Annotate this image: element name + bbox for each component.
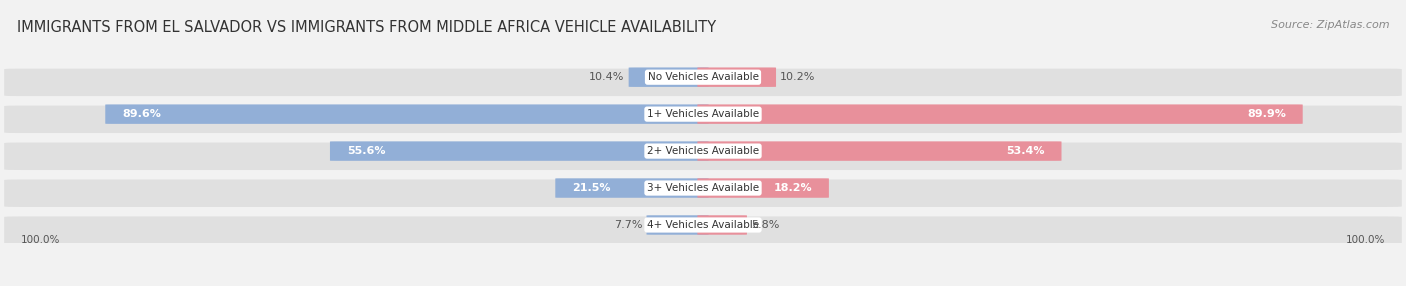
Text: 89.9%: 89.9% [1247,109,1286,119]
Text: 55.6%: 55.6% [347,146,385,156]
Text: 89.6%: 89.6% [122,109,162,119]
FancyBboxPatch shape [697,67,776,87]
FancyBboxPatch shape [4,142,1402,170]
Text: 3+ Vehicles Available: 3+ Vehicles Available [647,183,759,193]
FancyBboxPatch shape [697,104,1303,124]
Text: 10.2%: 10.2% [780,72,815,82]
FancyBboxPatch shape [555,178,709,198]
FancyBboxPatch shape [4,106,1402,133]
FancyBboxPatch shape [647,215,709,235]
Text: 100.0%: 100.0% [21,235,60,245]
Text: 18.2%: 18.2% [773,183,813,193]
Text: 2+ Vehicles Available: 2+ Vehicles Available [647,146,759,156]
FancyBboxPatch shape [697,141,1062,161]
Text: 1+ Vehicles Available: 1+ Vehicles Available [647,109,759,119]
FancyBboxPatch shape [697,215,747,235]
Text: 7.7%: 7.7% [614,220,643,230]
Text: 4+ Vehicles Available: 4+ Vehicles Available [647,220,759,230]
FancyBboxPatch shape [4,180,1402,207]
Text: No Vehicles Available: No Vehicles Available [648,72,758,82]
FancyBboxPatch shape [4,217,1402,244]
Text: 5.8%: 5.8% [751,220,779,230]
Text: Source: ZipAtlas.com: Source: ZipAtlas.com [1271,20,1389,30]
Text: 100.0%: 100.0% [1346,235,1385,245]
Text: IMMIGRANTS FROM EL SALVADOR VS IMMIGRANTS FROM MIDDLE AFRICA VEHICLE AVAILABILIT: IMMIGRANTS FROM EL SALVADOR VS IMMIGRANT… [17,20,716,35]
FancyBboxPatch shape [628,67,709,87]
FancyBboxPatch shape [4,69,1402,96]
Text: 10.4%: 10.4% [589,72,624,82]
Legend: Immigrants from El Salvador, Immigrants from Middle Africa: Immigrants from El Salvador, Immigrants … [513,285,893,286]
FancyBboxPatch shape [330,141,709,161]
FancyBboxPatch shape [697,178,830,198]
Text: 21.5%: 21.5% [572,183,610,193]
FancyBboxPatch shape [105,104,709,124]
Text: 53.4%: 53.4% [1007,146,1045,156]
